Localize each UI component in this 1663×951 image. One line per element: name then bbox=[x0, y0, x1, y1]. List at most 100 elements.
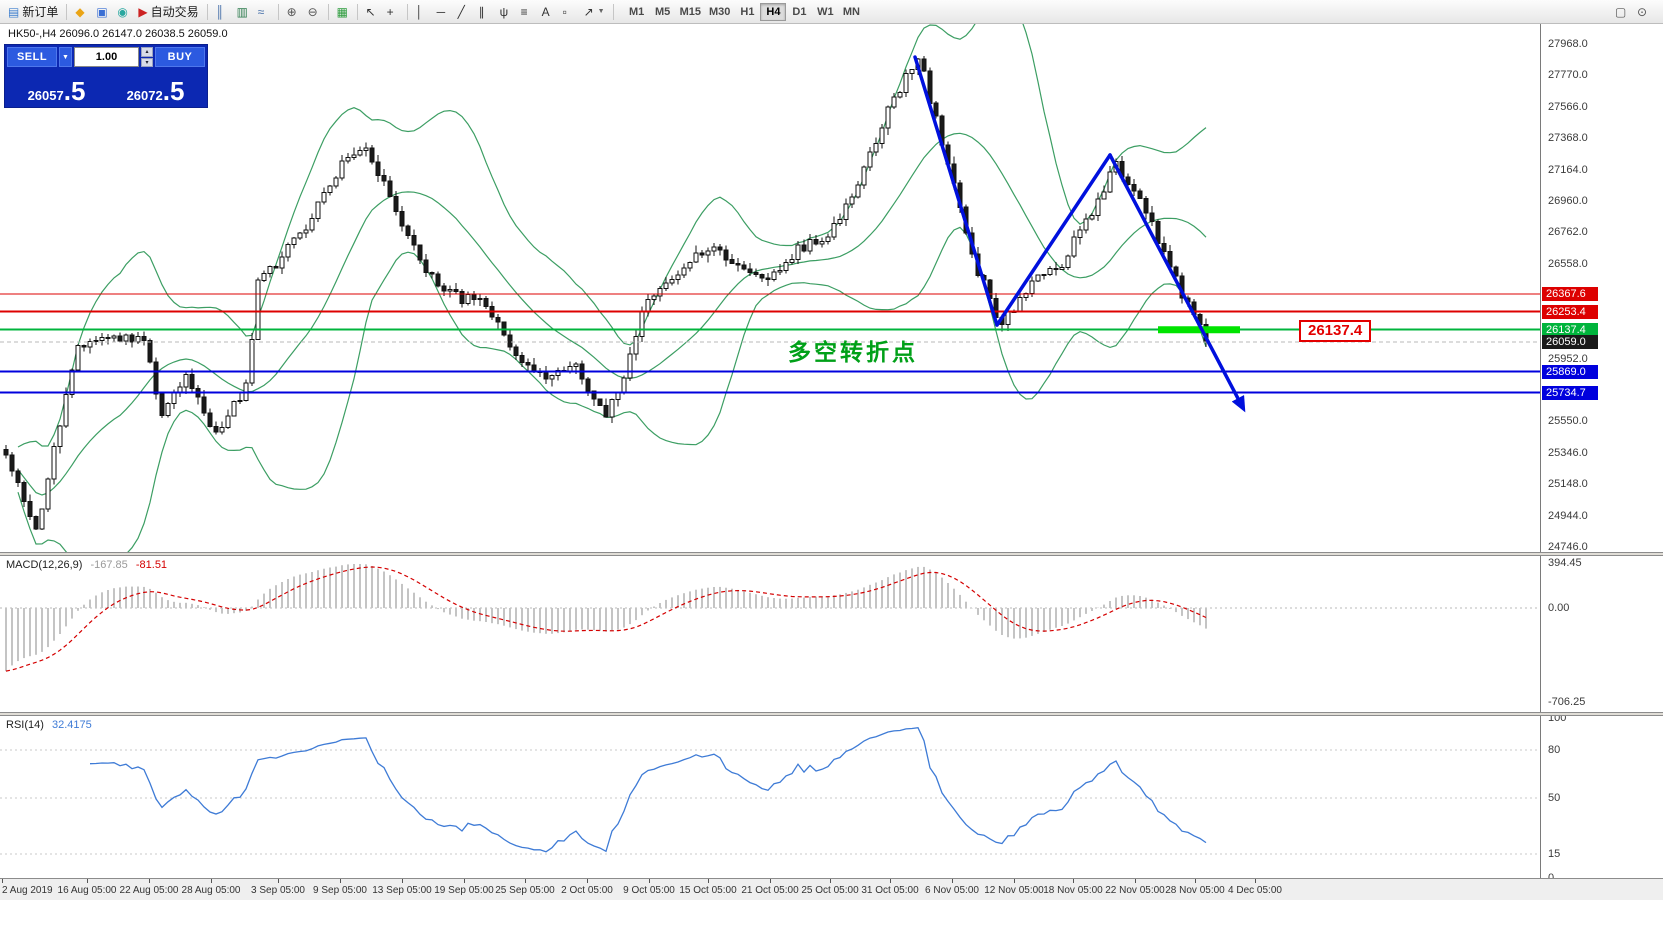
main-chart-canvas[interactable] bbox=[0, 24, 1540, 552]
toolbar-separator bbox=[612, 3, 614, 20]
horizontal-line-icon[interactable]: ─ bbox=[433, 2, 453, 22]
time-axis-label: 21 Oct 05:00 bbox=[741, 885, 799, 896]
price-axis-label: 27566.0 bbox=[1548, 100, 1588, 113]
bollinger-upper bbox=[17, 24, 1207, 448]
price-axis[interactable]: 27968.0 27770.0 27566.0 27368.0 27164.0 26960… bbox=[1540, 24, 1663, 884]
tile-windows-icon[interactable]: ▦ bbox=[333, 2, 353, 22]
turning-point-annotation[interactable]: 多空转折点 bbox=[788, 339, 918, 365]
zoom-out-button[interactable]: ⊖ bbox=[304, 2, 324, 22]
cursor-icon-glyph: ↖ bbox=[365, 4, 376, 19]
toolbar-separator bbox=[327, 3, 329, 20]
sell-button[interactable]: SELL bbox=[7, 47, 57, 67]
price-axis-tag: 26367.6 bbox=[1542, 286, 1598, 301]
auto-trading-button[interactable]: ▶ 自动交易 bbox=[134, 2, 202, 22]
cursor-icon[interactable]: ↖ bbox=[362, 2, 382, 22]
timeframe-m1[interactable]: M1 bbox=[628, 5, 645, 18]
macd-canvas[interactable] bbox=[0, 556, 1540, 712]
volume-stepper[interactable]: ▴ ▾ bbox=[141, 47, 153, 67]
volume-input[interactable]: 1.00 bbox=[74, 47, 139, 67]
time-axis-label: 15 Oct 05:00 bbox=[679, 885, 737, 896]
time-axis-tick bbox=[952, 879, 953, 883]
toolbar-right-group: ▢ ⊙ bbox=[1611, 2, 1659, 22]
macd-histogram bbox=[5, 564, 1207, 672]
fibonacci-icon[interactable]: ≡ bbox=[517, 2, 537, 22]
chat-icon[interactable]: ▢ bbox=[1615, 4, 1627, 19]
timeframe-h1[interactable]: H1 bbox=[740, 5, 755, 18]
andrews-pitchfork-icon-glyph: ψ bbox=[499, 4, 509, 19]
search-icon[interactable]: ⊙ bbox=[1637, 4, 1648, 19]
timeframe-d1[interactable]: D1 bbox=[792, 5, 807, 18]
time-axis-label: 22 Nov 05:00 bbox=[1105, 885, 1165, 896]
timeframe-m15[interactable]: M15 bbox=[679, 5, 702, 18]
equidistant-channel-icon[interactable]: ∥ bbox=[475, 2, 495, 22]
rsi-axis-label: 50 bbox=[1548, 792, 1561, 804]
zoom-in-button[interactable]: ⊕ bbox=[283, 2, 303, 22]
time-axis-tick bbox=[770, 879, 771, 883]
bollinger-middle bbox=[17, 132, 1207, 496]
bars-mode-icon-glyph: ║ bbox=[215, 4, 225, 19]
trendline-icon[interactable]: ╱ bbox=[454, 2, 474, 22]
tile-windows-icon-glyph: ▦ bbox=[336, 4, 348, 19]
line-mode-icon[interactable]: ≈ bbox=[254, 2, 274, 22]
macd-axis-label: -706.25 bbox=[1548, 696, 1586, 708]
price-axis-label: 27968.0 bbox=[1548, 38, 1588, 50]
price-axis-label: 25550.0 bbox=[1548, 415, 1588, 428]
rsi-title: RSI(14) 32.4175 bbox=[6, 719, 92, 731]
volume-down-icon[interactable]: ▾ bbox=[141, 57, 153, 67]
price-axis-label: 26960.0 bbox=[1548, 195, 1588, 208]
sell-price-display[interactable]: 26057.5 bbox=[7, 69, 106, 105]
panel-splitter-rsi[interactable] bbox=[0, 712, 1663, 716]
zoom-out-glyph: ⊖ bbox=[307, 4, 318, 19]
timeframe-w1[interactable]: W1 bbox=[817, 5, 834, 18]
candles-mode-icon[interactable]: ▥ bbox=[233, 2, 253, 22]
timeframe-m5[interactable]: M5 bbox=[654, 5, 671, 18]
label-tool-icon[interactable]: ▫ bbox=[559, 2, 579, 22]
toolbar-separator bbox=[66, 3, 68, 20]
toolbar-separator bbox=[277, 3, 279, 20]
market-icon[interactable]: ◆ bbox=[71, 2, 91, 22]
main-toolbar: ▤ 新订单 ◆ ▣ ◉ ▶ 自动交易 ║ ▥ ≈ ⊕ ⊖ ▦ ↖ + │ ─ ╱ ∥ ψ ≡ A ▫ ↗ ▼ M1 M5 M15 M3… bbox=[0, 0, 1663, 24]
bars-mode-icon[interactable]: ║ bbox=[212, 2, 232, 22]
vertical-line-icon[interactable]: │ bbox=[412, 2, 432, 22]
text-tool-icon[interactable]: A bbox=[538, 2, 558, 22]
buy-button[interactable]: BUY bbox=[155, 47, 205, 67]
help-icon[interactable]: ◉ bbox=[113, 2, 133, 22]
time-axis-label: 9 Oct 05:00 bbox=[623, 885, 675, 896]
trend-line-2[interactable] bbox=[995, 153, 1112, 327]
price-axis-tag: 26059.0 bbox=[1542, 335, 1598, 349]
crosshair-icon[interactable]: + bbox=[383, 2, 403, 22]
time-axis-tick bbox=[402, 879, 403, 883]
candles-layer[interactable] bbox=[3, 56, 1209, 530]
time-axis-label: 18 Nov 05:00 bbox=[1043, 885, 1103, 896]
time-axis-tick bbox=[830, 879, 831, 883]
macd-signal-line bbox=[5, 566, 1207, 672]
price-axis-label: 26558.0 bbox=[1548, 258, 1588, 271]
buy-price-big: .5 bbox=[162, 75, 185, 106]
panel-splitter-macd[interactable] bbox=[0, 552, 1663, 556]
new-order-button[interactable]: ▤ 新订单 bbox=[4, 2, 62, 22]
price-level-tag[interactable]: 26137.4 bbox=[1299, 320, 1372, 342]
buy-price-display[interactable]: 26072.5 bbox=[106, 69, 205, 105]
fibonacci-icon-glyph: ≡ bbox=[520, 4, 528, 19]
volume-dropdown-icon[interactable]: ▼ bbox=[59, 47, 72, 67]
timeframe-h4[interactable]: H4 bbox=[760, 2, 787, 21]
one-click-trading-panel: SELL ▼ 1.00 ▴ ▾ BUY 26057.5 26072.5 bbox=[4, 44, 208, 108]
line-mode-icon-glyph: ≈ bbox=[257, 4, 265, 19]
time-axis-tick bbox=[340, 879, 341, 883]
andrews-pitchfork-icon[interactable]: ψ bbox=[496, 2, 516, 22]
trend-line-1[interactable] bbox=[913, 55, 999, 327]
volume-up-icon[interactable]: ▴ bbox=[141, 47, 153, 57]
price-axis-label: 24944.0 bbox=[1548, 510, 1588, 522]
time-axis-label: 25 Sep 05:00 bbox=[495, 885, 555, 896]
rsi-canvas[interactable] bbox=[0, 716, 1540, 878]
price-axis-tag: 26137.4 bbox=[1542, 322, 1598, 337]
community-icon[interactable]: ▣ bbox=[92, 2, 112, 22]
price-axis-label: 27164.0 bbox=[1548, 163, 1588, 176]
timeframe-toolbar: M1 M5 M15 M30 H1 H4 D1 W1 MN bbox=[624, 2, 865, 21]
time-axis[interactable]: 2 Aug 2019 16 Aug 05:00 22 Aug 05:00 28 Aug… bbox=[0, 878, 1663, 900]
timeframe-mn[interactable]: MN bbox=[842, 5, 860, 18]
toolbar-left-group: ▤ 新订单 ◆ ▣ ◉ ▶ 自动交易 ║ ▥ ≈ ⊕ ⊖ ▦ ↖ + │ ─ ╱ ∥ ψ ≡ A ▫ ↗ ▼ bbox=[4, 2, 617, 22]
arrows-tool-icon[interactable]: ↗ ▼ bbox=[580, 2, 609, 22]
trend-line-3[interactable] bbox=[1108, 153, 1246, 413]
timeframe-m30[interactable]: M30 bbox=[709, 5, 731, 18]
